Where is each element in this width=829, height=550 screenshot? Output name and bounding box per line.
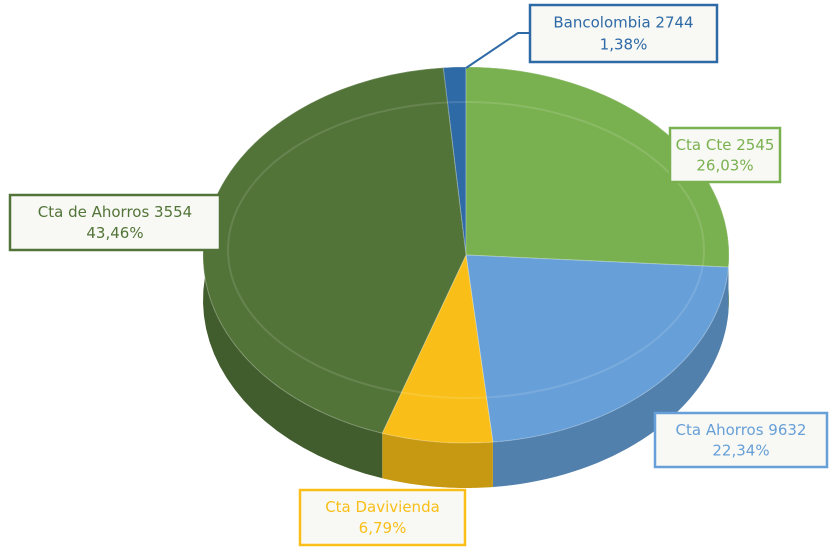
label-box <box>653 411 829 469</box>
slice-side <box>492 267 729 488</box>
slice <box>465 254 729 443</box>
label-value: 26,03% <box>696 156 753 174</box>
label-name: Cta Davivienda <box>325 498 440 516</box>
label-name: Cta de Ahorros 3554 <box>38 203 192 221</box>
data-label: Bancolombia 2744 1,38% <box>528 3 719 64</box>
label-name: Bancolombia 2744 <box>553 14 693 32</box>
data-label: Cta Ahorros 9632 22,34% <box>653 411 829 469</box>
label-box <box>668 126 782 184</box>
label-box <box>528 3 719 64</box>
label-box <box>8 193 222 252</box>
label-value: 43,46% <box>86 224 143 242</box>
leader-line <box>465 32 530 69</box>
slice <box>465 66 730 268</box>
label-value: 6,79% <box>359 519 407 537</box>
data-label: Cta de Ahorros 3554 43,46% <box>8 193 222 252</box>
label-name: Cta Ahorros 9632 <box>676 421 807 439</box>
slice <box>381 253 494 444</box>
label-box <box>298 488 467 547</box>
label-value: 1,38% <box>600 35 648 53</box>
label-value: 22,34% <box>712 441 769 459</box>
highlight <box>227 101 705 399</box>
data-label: Cta Cte 2545 26,03% <box>668 126 782 184</box>
slice-side <box>382 433 493 488</box>
label-name: Cta Cte 2545 <box>676 136 775 154</box>
data-label: Cta Davivienda 6,79% <box>298 488 467 547</box>
